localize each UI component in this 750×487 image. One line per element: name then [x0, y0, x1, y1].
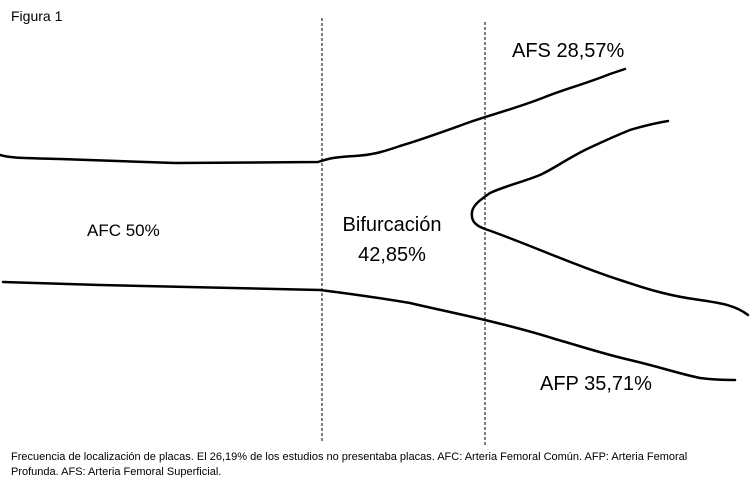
caption-line: Frecuencia de localización de placas. El… [11, 451, 687, 463]
figure-label: Figura 1 [11, 8, 63, 24]
bifurcation-name: Bifurcación [343, 214, 442, 236]
caption-line: Profunda. AFS: Arteria Femoral Superfici… [11, 466, 221, 478]
vessel-lower-wall [1, 280, 737, 382]
afs-label: AFS 28,57% [512, 40, 625, 62]
vessel-inner-wall [470, 119, 750, 317]
afp-label: AFP 35,71% [540, 373, 652, 395]
vessel-upper-wall [0, 67, 627, 165]
bifurcation-value: 42,85% [358, 244, 426, 266]
afc-label: AFC 50% [87, 221, 160, 240]
